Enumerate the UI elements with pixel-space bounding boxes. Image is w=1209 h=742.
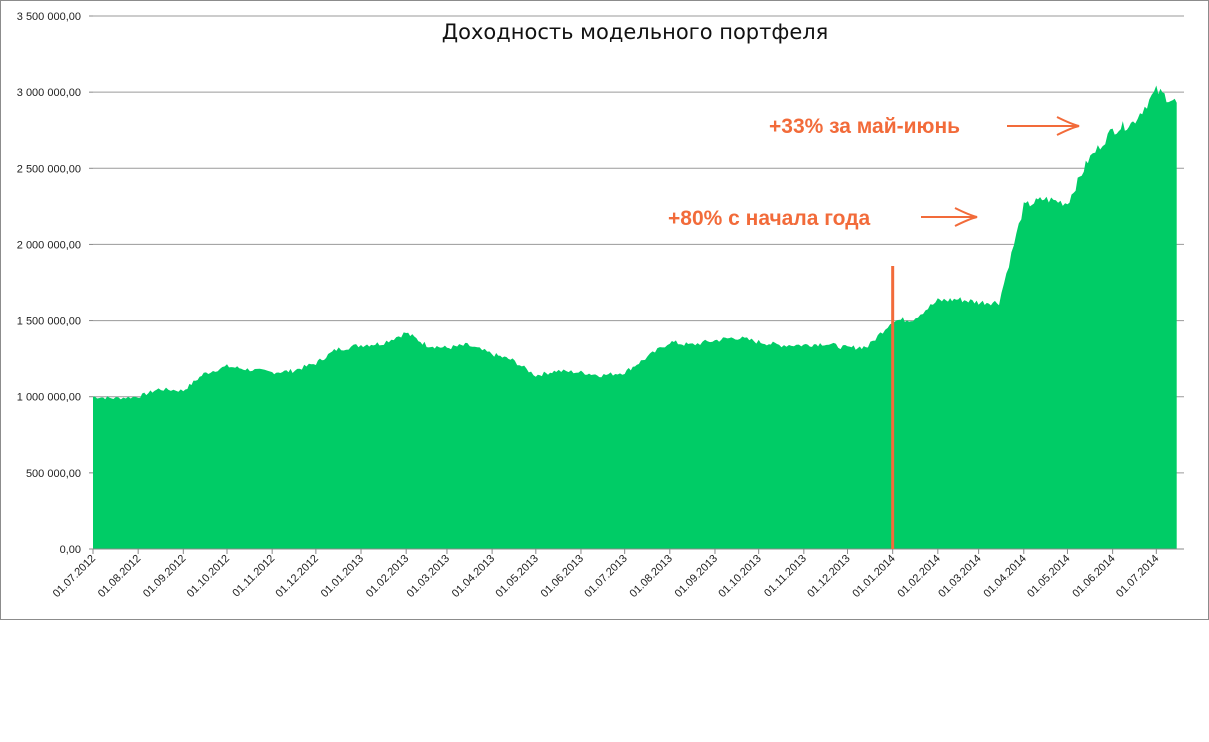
y-axis-ticks: 0,00 500 000,00 1 000 000,00 1 500 000,00 2 … [17, 11, 93, 556]
x-tick-label: 01.01.2014 [850, 553, 897, 600]
x-tick-label: 01.12.2013 [805, 553, 852, 600]
y-tick-label: 3 000 000,00 [17, 87, 81, 99]
x-tick-label: 01.05.2014 [1025, 553, 1072, 600]
x-tick-label: 01.11.2013 [762, 553, 809, 600]
y-tick-label: 3 500 000,00 [17, 11, 81, 23]
y-tick-label: 1 000 000,00 [17, 392, 81, 404]
x-tick-label: 01.02.2013 [364, 553, 411, 600]
x-tick-label: 01.06.2013 [539, 553, 586, 600]
x-tick-label: 01.01.2013 [319, 553, 366, 600]
x-tick-label: 01.12.2012 [274, 553, 321, 600]
chart-area: 0,00 500 000,00 1 000 000,00 1 500 000,00 2 … [17, 11, 1184, 600]
x-axis-ticks: 01.07.201201.08.201201.09.201201.10.2012… [51, 549, 1161, 600]
chart-title: Доходность модельного портфеля [442, 20, 829, 44]
y-tick-label: 0,00 [60, 544, 81, 556]
x-tick-label: 01.07.2013 [582, 553, 629, 600]
y-tick-label: 1 500 000,00 [17, 316, 81, 328]
x-tick-label: 01.07.2014 [1114, 553, 1161, 600]
chart-frame: 0,00 500 000,00 1 000 000,00 1 500 000,00 2 … [0, 0, 1209, 620]
arrow-head [954, 207, 978, 227]
y-tick-label: 2 000 000,00 [17, 239, 81, 251]
x-tick-label: 01.04.2013 [450, 553, 497, 600]
x-tick-label: 01.03.2014 [936, 553, 983, 600]
annotation-ytd-arrow-icon [921, 207, 978, 227]
arrow-head [1056, 116, 1080, 136]
x-tick-label: 01.03.2013 [405, 553, 452, 600]
x-tick-label: 01.10.2013 [716, 553, 763, 600]
x-tick-label: 01.06.2014 [1070, 553, 1117, 600]
annotation-mayjune-label: +33% за май-июнь [769, 115, 960, 138]
y-tick-label: 500 000,00 [26, 468, 81, 480]
x-tick-label: 01.04.2014 [981, 553, 1028, 600]
x-tick-label: 01.07.2012 [51, 553, 98, 600]
x-tick-label: 01.05.2013 [494, 553, 541, 600]
x-tick-label: 01.08.2013 [628, 553, 675, 600]
x-tick-label: 01.09.2012 [141, 553, 188, 600]
annotation-ytd-label: +80% с начала года [668, 207, 871, 230]
x-tick-label: 01.09.2013 [673, 553, 720, 600]
x-tick-label: 01.10.2012 [185, 553, 232, 600]
x-tick-label: 01.02.2014 [896, 553, 943, 600]
x-tick-label: 01.11.2012 [230, 553, 277, 600]
portfolio-area-series [93, 85, 1177, 549]
x-tick-label: 01.08.2012 [96, 553, 143, 600]
y-tick-label: 2 500 000,00 [17, 163, 81, 175]
annotation-mayjune-arrow-icon [1007, 116, 1080, 136]
